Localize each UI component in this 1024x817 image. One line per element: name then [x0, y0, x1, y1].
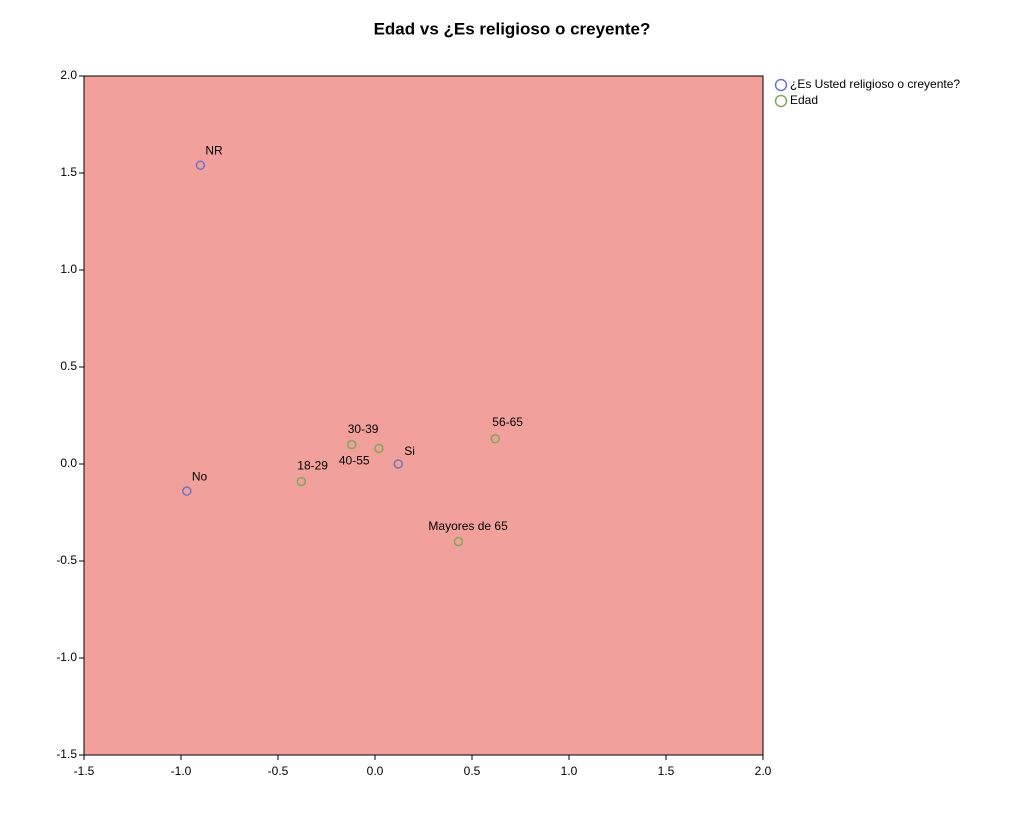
x-tick-label: 2.0 [755, 764, 772, 778]
y-tick-label: 0.5 [60, 359, 77, 373]
point-label: 30-39 [348, 422, 379, 436]
point-label: 18-29 [297, 459, 328, 473]
plot-area [83, 75, 764, 756]
legend-marker [774, 94, 788, 108]
x-tick-label: -0.5 [268, 764, 289, 778]
point-label: 40-55 [339, 454, 370, 468]
x-tick-label: -1.0 [171, 764, 192, 778]
x-tick-label: 0.5 [464, 764, 481, 778]
y-tick-label: -1.5 [56, 747, 77, 761]
point [296, 476, 307, 487]
chart-title: Edad vs ¿Es religioso o creyente? [374, 19, 651, 38]
point [374, 443, 384, 454]
y-tick-label: 2.0 [60, 68, 77, 82]
x-tick-label: 1.5 [658, 764, 675, 778]
point [346, 439, 357, 450]
point-label: NR [205, 143, 223, 157]
point [195, 160, 206, 170]
point [393, 459, 404, 469]
x-tick-label: 1.0 [561, 764, 578, 778]
point [490, 434, 501, 444]
y-tick-label: 1.5 [60, 165, 77, 179]
y-tick-label: 1.0 [60, 262, 77, 276]
y-tick-label: -1.0 [56, 650, 77, 664]
y-tick-label: -0.5 [56, 553, 77, 567]
y-tick-label: 0.0 [60, 456, 77, 470]
point-label: Si [404, 444, 415, 458]
legend-label: ¿Es Usted religioso o creyente? [790, 77, 960, 91]
x-tick-label: -1.5 [74, 764, 95, 778]
x-tick-label: 0.0 [367, 764, 384, 778]
point [453, 536, 464, 547]
point-label: Mayores de 65 [428, 519, 508, 533]
legend-marker [774, 78, 788, 92]
point [182, 486, 192, 496]
legend-label: Edad [790, 93, 818, 107]
point-label: No [192, 469, 208, 483]
point-label: 56-65 [492, 415, 523, 429]
